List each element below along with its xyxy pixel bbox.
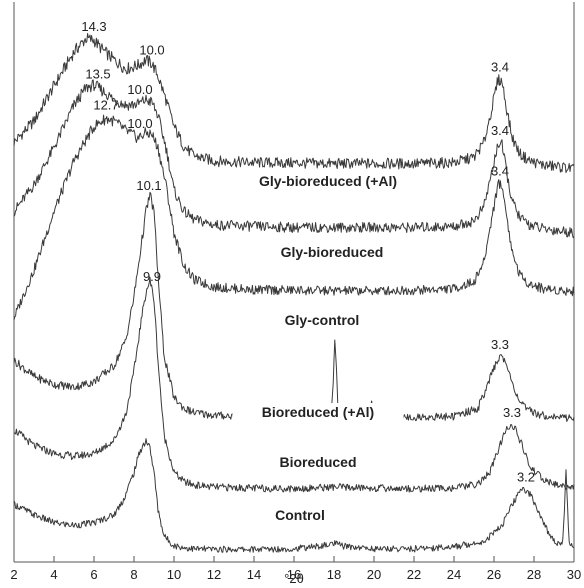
series-label-background (224, 172, 432, 192)
series-label: Gly-bioreduced (+Al) (259, 173, 397, 189)
peak-label: 3.3 (491, 337, 509, 352)
label-layer: Gly-bioreduced (+Al) 14.3 10.0 3.4 Gly-biore… (81, 19, 535, 526)
peak-label: 10.0 (139, 43, 164, 58)
series-label-background (255, 243, 409, 263)
series-line-1 (13, 33, 575, 174)
x-tick-label: 2 (10, 567, 17, 582)
peak-label: 3.4 (491, 59, 509, 74)
x-tick-label: 22 (407, 567, 421, 582)
peak-label: 3.4 (491, 123, 509, 138)
peak-label: 3.3 (503, 405, 521, 420)
series-line-2 (13, 79, 575, 239)
x-tick-label: 10 (167, 567, 181, 582)
x-tick-label: 12 (207, 567, 221, 582)
series-label-background (232, 403, 404, 423)
x-tick-label: 24 (447, 567, 461, 582)
peak-label: 10.1 (136, 178, 161, 193)
x-tick-label: 14 (247, 567, 261, 582)
tick-layer: 2 4 6 8 10 12 14 16 18 20 22 24 26 28 30 (10, 556, 581, 582)
series-label: Gly-bioreduced (281, 244, 384, 260)
x-tick-label: 4 (50, 567, 57, 582)
x-tick-label: 8 (130, 567, 137, 582)
series-line-5 (13, 276, 575, 493)
series-label: Bioreduced (+Al) (262, 404, 374, 420)
peak-label: 9.9 (143, 269, 161, 284)
peak-label: 3.2 (517, 469, 535, 484)
series-line-3 (13, 114, 575, 321)
peak-label: 10.0 (127, 116, 152, 131)
peak-label: 3.4 (491, 163, 509, 178)
series-label: Control (275, 507, 325, 523)
x-tick-label: 28 (527, 567, 541, 582)
x-tick-label: 6 (90, 567, 97, 582)
series-label-background (255, 506, 345, 526)
series-label: Gly-control (285, 312, 360, 328)
x-tick-label: 26 (487, 567, 501, 582)
x-axis-title: °2θ (284, 571, 304, 586)
series-label: Bioreduced (279, 454, 356, 470)
x-tick-label: 20 (367, 567, 381, 582)
series-layer (13, 33, 575, 553)
peak-label: 12.7 (93, 97, 118, 112)
series-line-6 (13, 438, 575, 553)
x-tick-label: 30 (567, 567, 581, 582)
peak-label: 10.0 (127, 82, 152, 97)
series-label-background (260, 453, 376, 473)
x-tick-label: 16 (287, 567, 301, 582)
peak-label: 14.3 (81, 19, 106, 34)
peak-label: 13.5 (85, 67, 110, 82)
series-label-background (259, 311, 385, 331)
x-tick-label: 18 (327, 567, 341, 582)
